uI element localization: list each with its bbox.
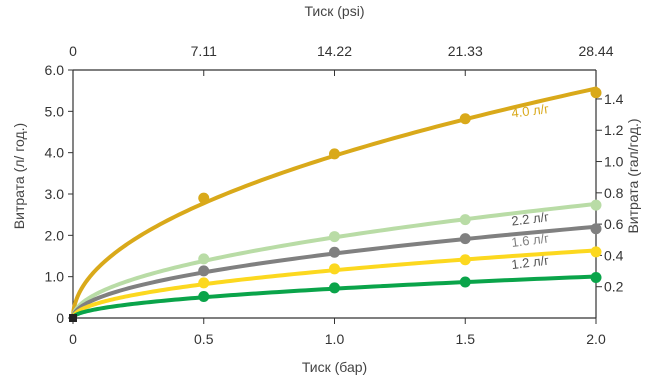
origin-marker <box>69 314 77 322</box>
data-point-4 <box>590 271 602 283</box>
data-point-2 <box>329 246 340 258</box>
data-point-2 <box>459 233 471 245</box>
data-point-1 <box>590 199 602 211</box>
bottom-tick-label: 0.5 <box>194 331 214 347</box>
data-point-4 <box>329 282 340 294</box>
data-point-1 <box>459 214 471 226</box>
bottom-tick-label: 0 <box>69 331 77 347</box>
top-axis-title: Тиск (psi) <box>305 3 365 19</box>
left-tick-label: 0 <box>56 310 64 326</box>
data-point-1 <box>329 231 340 243</box>
bottom-tick-label: 2.0 <box>586 331 606 347</box>
tick-marks <box>68 69 602 324</box>
data-point-0 <box>329 148 340 160</box>
data-point-4 <box>459 276 471 288</box>
right-tick-label: 0.6 <box>604 216 624 232</box>
left-tick-label: 2.0 <box>45 227 65 243</box>
top-tick-label: 14.22 <box>317 43 352 59</box>
data-point-2 <box>198 265 210 277</box>
left-tick-label: 6.0 <box>45 62 65 78</box>
left-tick-label: 3.0 <box>45 186 65 202</box>
top-tick-label: 7.11 <box>191 43 217 59</box>
right-tick-label: 1.4 <box>604 91 624 107</box>
top-tick-label: 28.44 <box>578 43 613 59</box>
right-axis-title: Витрата (гал/год.) <box>625 118 641 233</box>
bottom-axis-title: Тиск (бар) <box>302 359 367 375</box>
series-label-0: 4.0 л/г <box>510 101 549 121</box>
data-point-1 <box>198 253 210 265</box>
series-points <box>198 87 602 303</box>
bottom-tick-label: 1.0 <box>325 331 345 347</box>
left-tick-label: 1.0 <box>45 269 65 285</box>
data-point-3 <box>590 246 602 258</box>
data-point-2 <box>590 223 602 235</box>
right-tick-label: 0.4 <box>604 247 624 263</box>
series-label-2: 1.6 л/г <box>510 230 549 250</box>
top-tick-label: 0 <box>69 43 77 59</box>
left-tick-label: 5.0 <box>45 103 65 119</box>
left-tick-label: 4.0 <box>45 145 65 161</box>
series-label-1: 2.2 л/г <box>510 209 549 229</box>
series-label-3: 1.2 л/г <box>510 253 549 273</box>
data-point-0 <box>198 192 210 204</box>
right-tick-label: 1.0 <box>604 154 624 170</box>
data-point-3 <box>198 277 210 289</box>
top-tick-label: 21.33 <box>448 43 483 59</box>
data-point-4 <box>198 291 210 303</box>
data-point-3 <box>329 263 340 275</box>
tick-labels: 0 0.5 1.0 1.5 2.0 0 7.11 14.22 21.33 28.44 0 1.0 2.0… <box>45 43 624 347</box>
series-labels: 4.0 л/г 2.2 л/г1.6 л/г 1.2 л/г <box>510 101 549 272</box>
data-point-0 <box>590 87 602 99</box>
data-point-3 <box>459 254 471 266</box>
right-tick-label: 1.2 <box>604 122 624 138</box>
bottom-tick-label: 1.5 <box>456 331 476 347</box>
left-axis-title: Витрата (л/ год.) <box>11 123 27 229</box>
data-point-0 <box>459 113 471 125</box>
right-tick-label: 0.8 <box>604 185 624 201</box>
right-tick-label: 0.2 <box>604 279 624 295</box>
